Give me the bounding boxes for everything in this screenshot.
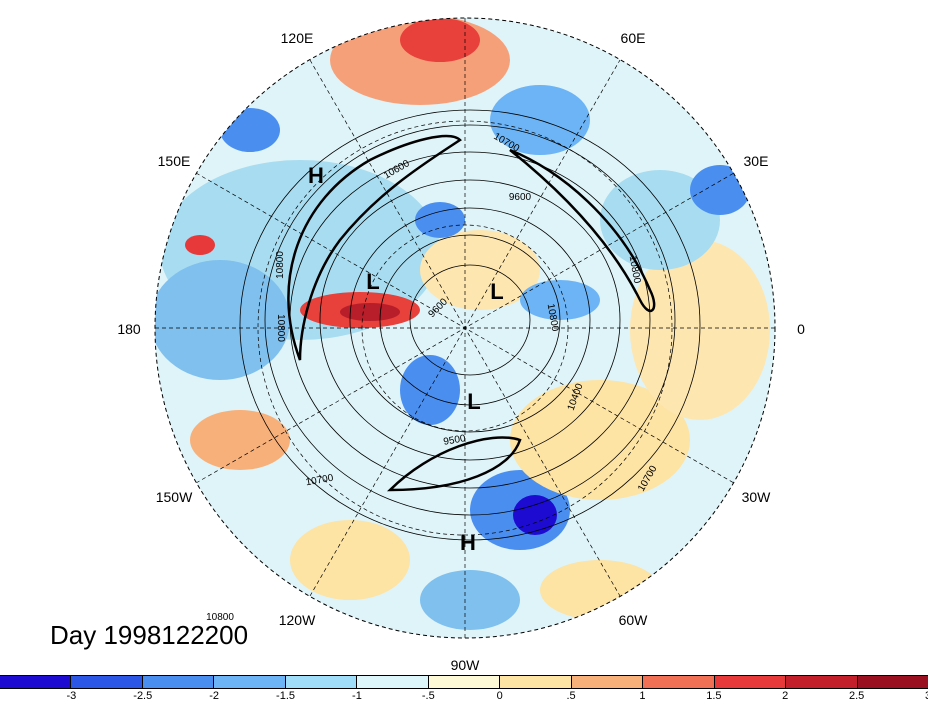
contour-label: 10700 [305,473,335,489]
colorbar-bin [571,676,644,688]
colorbar-bin [786,676,858,688]
colorbar-tick-label: 3 [925,690,928,702]
contour-label: 10800 [206,612,234,623]
longitude-label: 120W [278,611,316,628]
colorbar-bin [714,676,787,688]
longitude-label: 30E [743,153,769,169]
longitude-label: 0 [797,321,805,337]
colorbar-tick-label: -.5 [421,690,435,702]
colorbar-bin [428,676,501,688]
longitude-label: 60E [620,30,646,46]
colorbar-tick-label: -2 [209,690,220,702]
high-pressure-label: H [308,163,324,188]
colorbar-bin [142,676,215,688]
colorbar-tick-label: 1 [639,690,646,702]
colorbar-tick-label: 2 [782,690,789,702]
colorbar-tick-label: 0 [496,690,503,702]
colorbar-tick-label: 1.5 [706,690,722,702]
anomaly-field [155,18,770,630]
longitude-label: 90E [453,0,478,1]
graticule [155,18,775,638]
contour-label: 10800 [275,314,286,342]
high-pressure-label: H [460,530,476,555]
jet-contours [287,134,656,492]
colorbar [0,675,928,689]
map-boundary [154,17,776,639]
colorbar-bin [857,676,928,688]
colorbar-bin [285,676,358,688]
colorbar-tick-label: -2.5 [133,690,153,702]
contour-label: 9600 [509,192,532,203]
longitude-label: 90W [450,657,480,673]
colorbar-tick-label: 2.5 [848,690,865,702]
colorbar-bin [71,676,143,688]
colorbar-bin [643,676,715,688]
colorbar-bin [0,676,72,688]
longitude-label: 180 [117,321,141,337]
colorbar-tick-label: .5 [566,690,576,702]
colorbar-bin [214,676,286,688]
longitude-label: 150E [157,153,191,169]
contour-label: 10800 [627,255,643,285]
contour-label: 9500 [443,433,467,448]
low-pressure-label: L [366,269,380,294]
colorbar-bin [357,676,429,688]
longitude-label: 60W [618,611,648,628]
contour-label: 10800 [275,251,286,279]
longitude-label: 150W [155,489,193,505]
day-label: Day 1998122200 [50,620,249,650]
colorbar-tick-label: -3 [66,690,77,702]
colorbar-tick-label: -1.5 [276,690,296,702]
longitude-label: 120E [280,30,314,46]
low-pressure-label: L [490,279,504,304]
colorbar-bin [500,676,572,688]
longitude-label: 30W [741,489,771,505]
colorbar-tick-label: -1 [352,690,362,702]
low-pressure-label: L [467,389,481,414]
contour-label: 10800 [545,303,561,333]
